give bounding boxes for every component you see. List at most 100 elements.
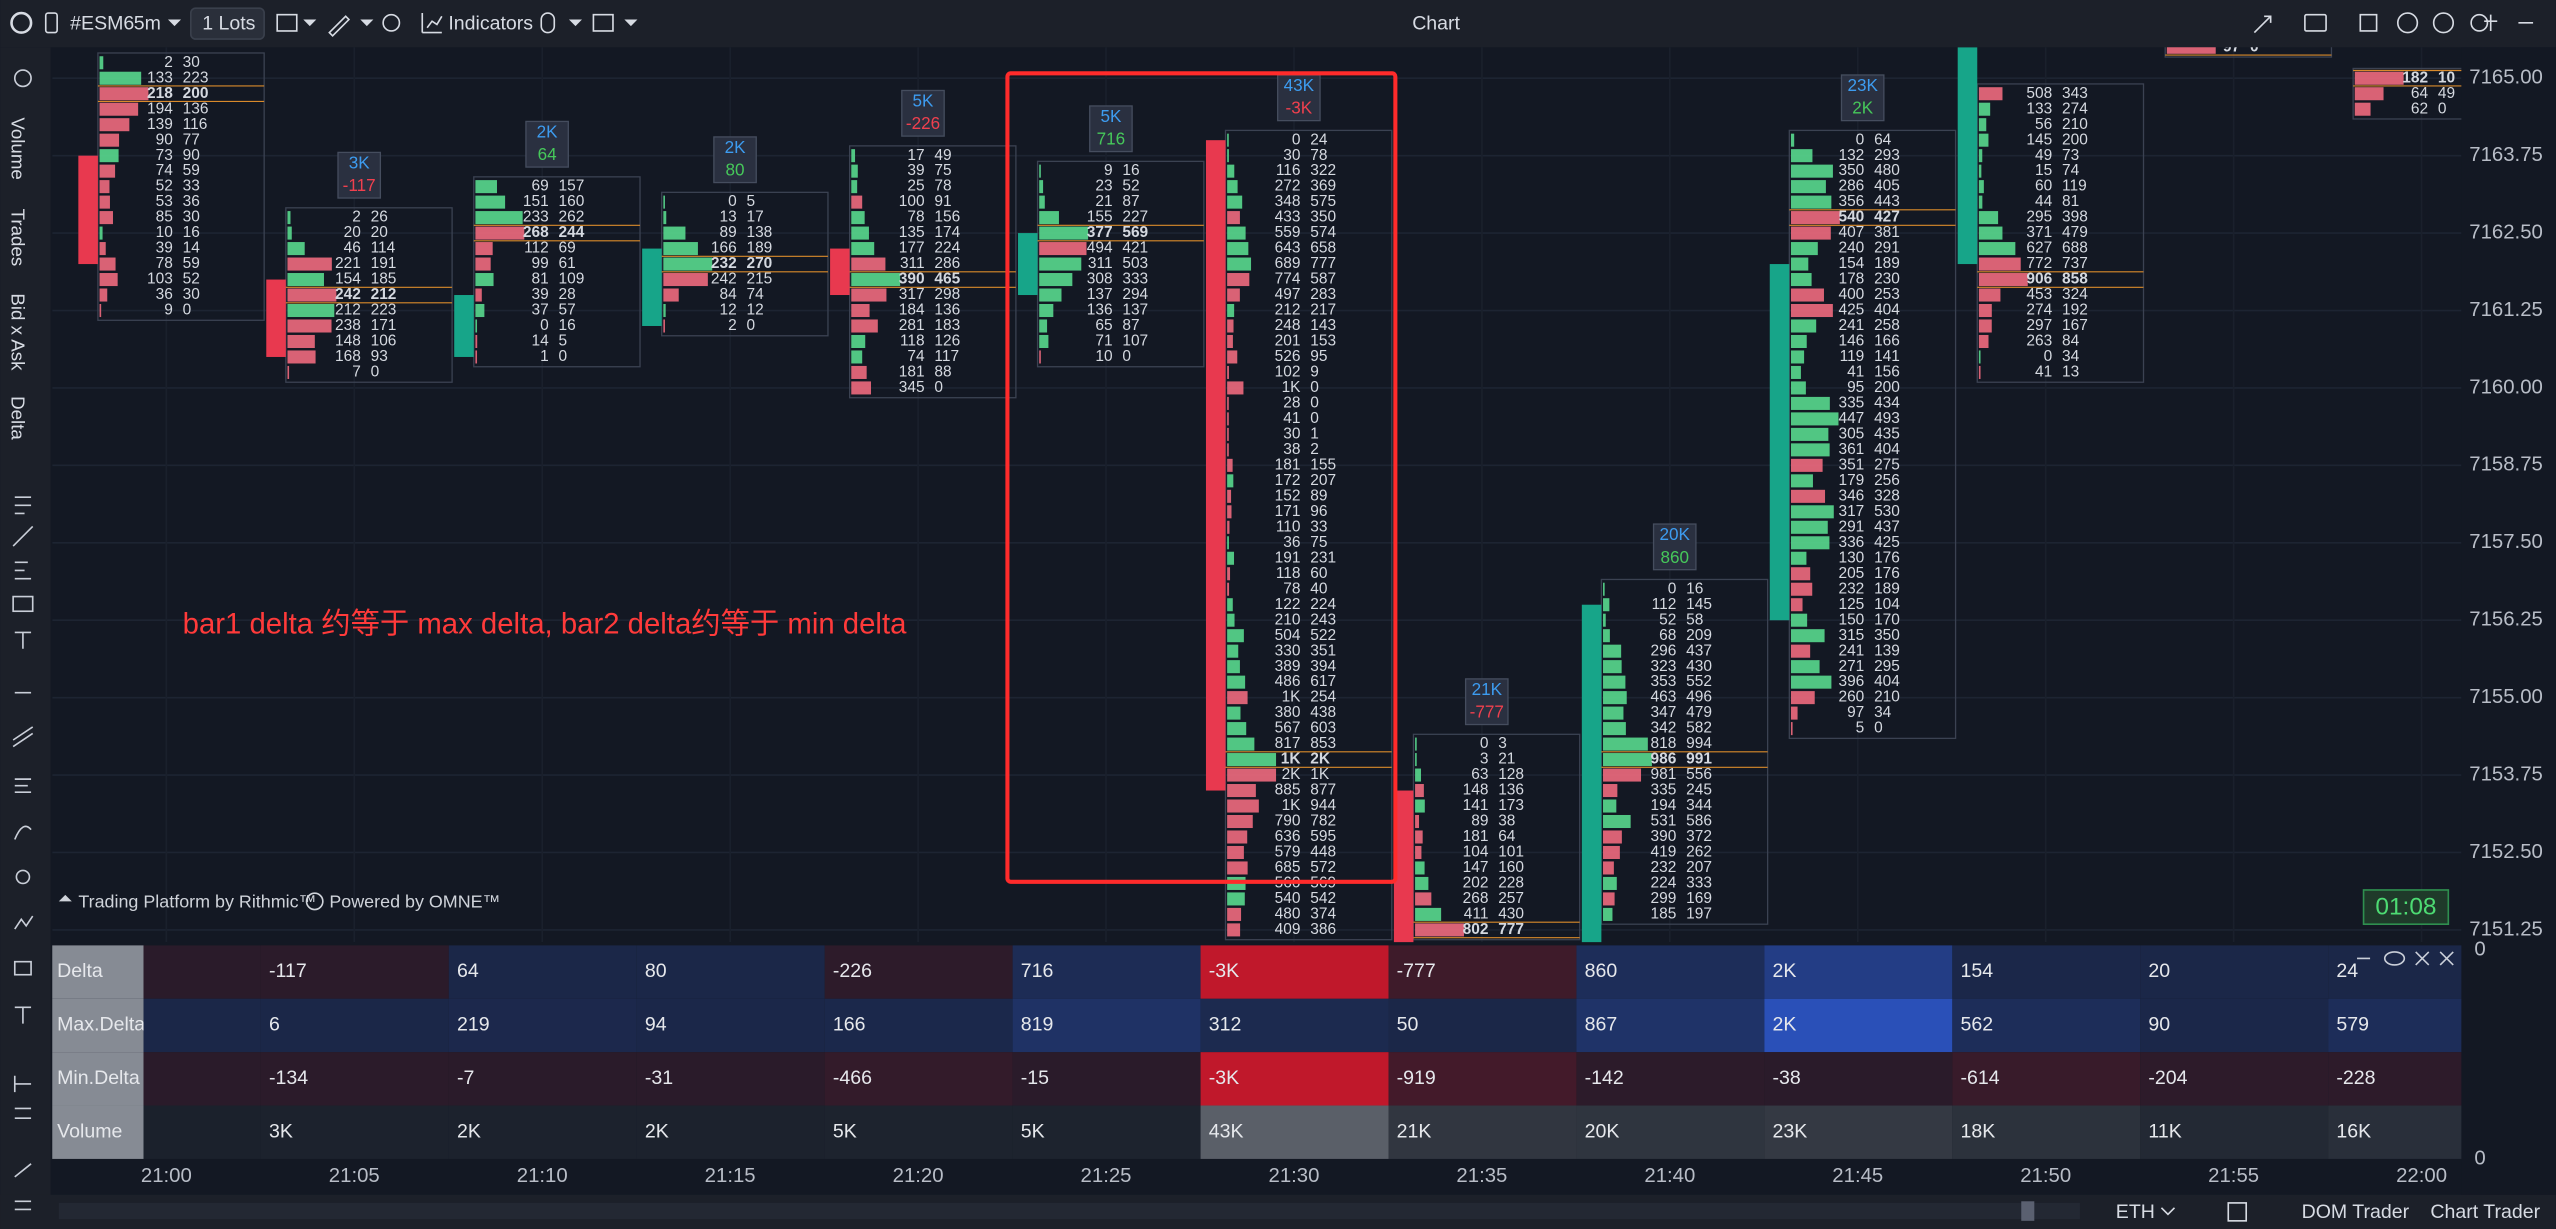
dropdown-arrow[interactable]	[2160, 1207, 2176, 1216]
menu-tool[interactable]	[14, 1200, 32, 1211]
settings-icon[interactable]	[2470, 13, 2489, 32]
ask-volume: 69	[559, 240, 576, 257]
ask-volume: 24	[1310, 131, 1328, 148]
bar-header	[1277, 74, 1321, 122]
omne-logo	[305, 892, 324, 911]
bar-delta: 80	[726, 161, 745, 180]
layout-icon[interactable]	[592, 13, 614, 32]
tool-icon[interactable]	[14, 496, 32, 515]
panel-collapse[interactable]	[2415, 951, 2430, 966]
popout-icon[interactable]	[2253, 15, 2272, 34]
pin-icon[interactable]	[2484, 14, 2498, 31]
zoom-icon[interactable]	[382, 13, 401, 32]
calendar-icon[interactable]	[2227, 1202, 2248, 1222]
side-tab[interactable]: Trades	[7, 209, 28, 267]
list-tool[interactable]	[14, 778, 32, 793]
profile-bar	[1978, 242, 2016, 256]
sort-tool[interactable]	[13, 1075, 32, 1093]
table-value: -15	[1021, 1067, 1049, 1089]
profile-bar	[1790, 273, 1812, 287]
ask-volume: 480	[1874, 162, 1900, 179]
dropdown-arrow[interactable]	[303, 19, 317, 27]
bar-delta: -117	[343, 176, 376, 195]
object-tool[interactable]	[13, 960, 32, 976]
dropdown-arrow[interactable]	[360, 19, 374, 27]
profile-bar	[1415, 892, 1432, 906]
profile-bar	[99, 164, 116, 178]
text-tool[interactable]	[14, 631, 32, 649]
dropdown-arrow[interactable]	[624, 19, 638, 27]
profile-bar	[1415, 753, 1417, 767]
bid-volume: 286	[1838, 178, 1864, 195]
interval[interactable]: 5m	[134, 13, 161, 35]
bid-volume: 241	[1838, 317, 1864, 334]
indicators-button[interactable]: Indicators	[448, 13, 533, 35]
app-logo[interactable]	[10, 11, 33, 34]
fib-tool[interactable]	[14, 561, 32, 580]
label-tool[interactable]	[14, 1006, 32, 1024]
draw-icon[interactable]	[328, 15, 351, 38]
profile-bar	[1790, 691, 1815, 705]
dropdown-arrow[interactable]	[167, 19, 182, 27]
quantity[interactable]: 1 Lots	[202, 13, 255, 35]
line-tool[interactable]	[12, 525, 34, 547]
scrollbar-track[interactable]	[58, 1202, 2080, 1220]
table-cell	[1388, 1105, 1577, 1159]
ask-volume: 274	[2062, 100, 2088, 117]
time-label: 21:05	[329, 1165, 380, 1187]
brush-tool[interactable]	[14, 1163, 32, 1178]
bid-volume: 371	[2026, 224, 2052, 241]
measure-tool[interactable]	[14, 915, 34, 930]
template-icon[interactable]	[276, 13, 298, 32]
alert-icon[interactable]	[540, 12, 556, 34]
curve-tool[interactable]	[14, 825, 32, 840]
chart-trader-button[interactable]: Chart Trader	[2430, 1201, 2540, 1223]
symbol[interactable]: #ESM6	[70, 13, 134, 35]
fullscreen-icon[interactable]	[2359, 13, 2378, 32]
rect-tool[interactable]	[12, 595, 34, 613]
ask-volume: 298	[934, 286, 960, 303]
bid-volume: 233	[523, 209, 549, 226]
profile-bar	[99, 133, 120, 147]
top-toolbar	[0, 0, 2556, 48]
profile-bar	[287, 226, 292, 240]
bid-volume: 0	[728, 193, 737, 210]
bid-volume: 23	[1095, 178, 1112, 195]
indicators-icon[interactable]	[421, 13, 443, 34]
bid-volume: 116	[1276, 162, 1301, 179]
ask-volume: 479	[1686, 704, 1712, 721]
ask-volume: 166	[1874, 333, 1900, 350]
dom-trader-button[interactable]: DOM Trader	[2302, 1201, 2410, 1223]
magnet-tool[interactable]	[15, 869, 31, 885]
bid-volume: 526	[1275, 348, 1301, 365]
side-tab[interactable]: Delta	[7, 396, 28, 440]
side-tab[interactable]: Bid x Ask	[7, 293, 28, 371]
session-selector[interactable]: ETH	[2116, 1201, 2155, 1223]
panel-visibility[interactable]	[2383, 951, 2406, 966]
channel-tool[interactable]	[12, 726, 34, 748]
table-value: -204	[2148, 1067, 2187, 1089]
table-cell	[824, 945, 1013, 999]
sort-tool[interactable]	[14, 1107, 32, 1119]
camera-icon[interactable]	[2304, 13, 2327, 32]
ask-volume: 448	[1310, 844, 1336, 861]
table-value: 562	[1960, 1014, 1993, 1036]
panel-close[interactable]	[2439, 951, 2454, 966]
side-tab[interactable]: Volume	[7, 117, 28, 179]
help-icon[interactable]	[2432, 12, 2455, 34]
settings-tool[interactable]	[13, 69, 32, 88]
price-label: 7160.00	[2469, 376, 2543, 398]
profile-bar	[1978, 118, 1987, 132]
scrollbar-thumb[interactable]	[2021, 1201, 2035, 1221]
ask-volume: 595	[1310, 828, 1336, 845]
ask-volume: 59	[183, 255, 200, 272]
table-value: 2K	[1773, 1014, 1797, 1036]
quantity-box[interactable]	[189, 7, 265, 40]
profile-bar	[1978, 273, 2028, 287]
link-icon[interactable]	[44, 12, 58, 34]
row-label: Volume	[57, 1120, 122, 1142]
sync-icon[interactable]	[2396, 12, 2419, 34]
dropdown-arrow[interactable]	[568, 19, 583, 27]
bid-volume: 182	[2402, 69, 2428, 86]
